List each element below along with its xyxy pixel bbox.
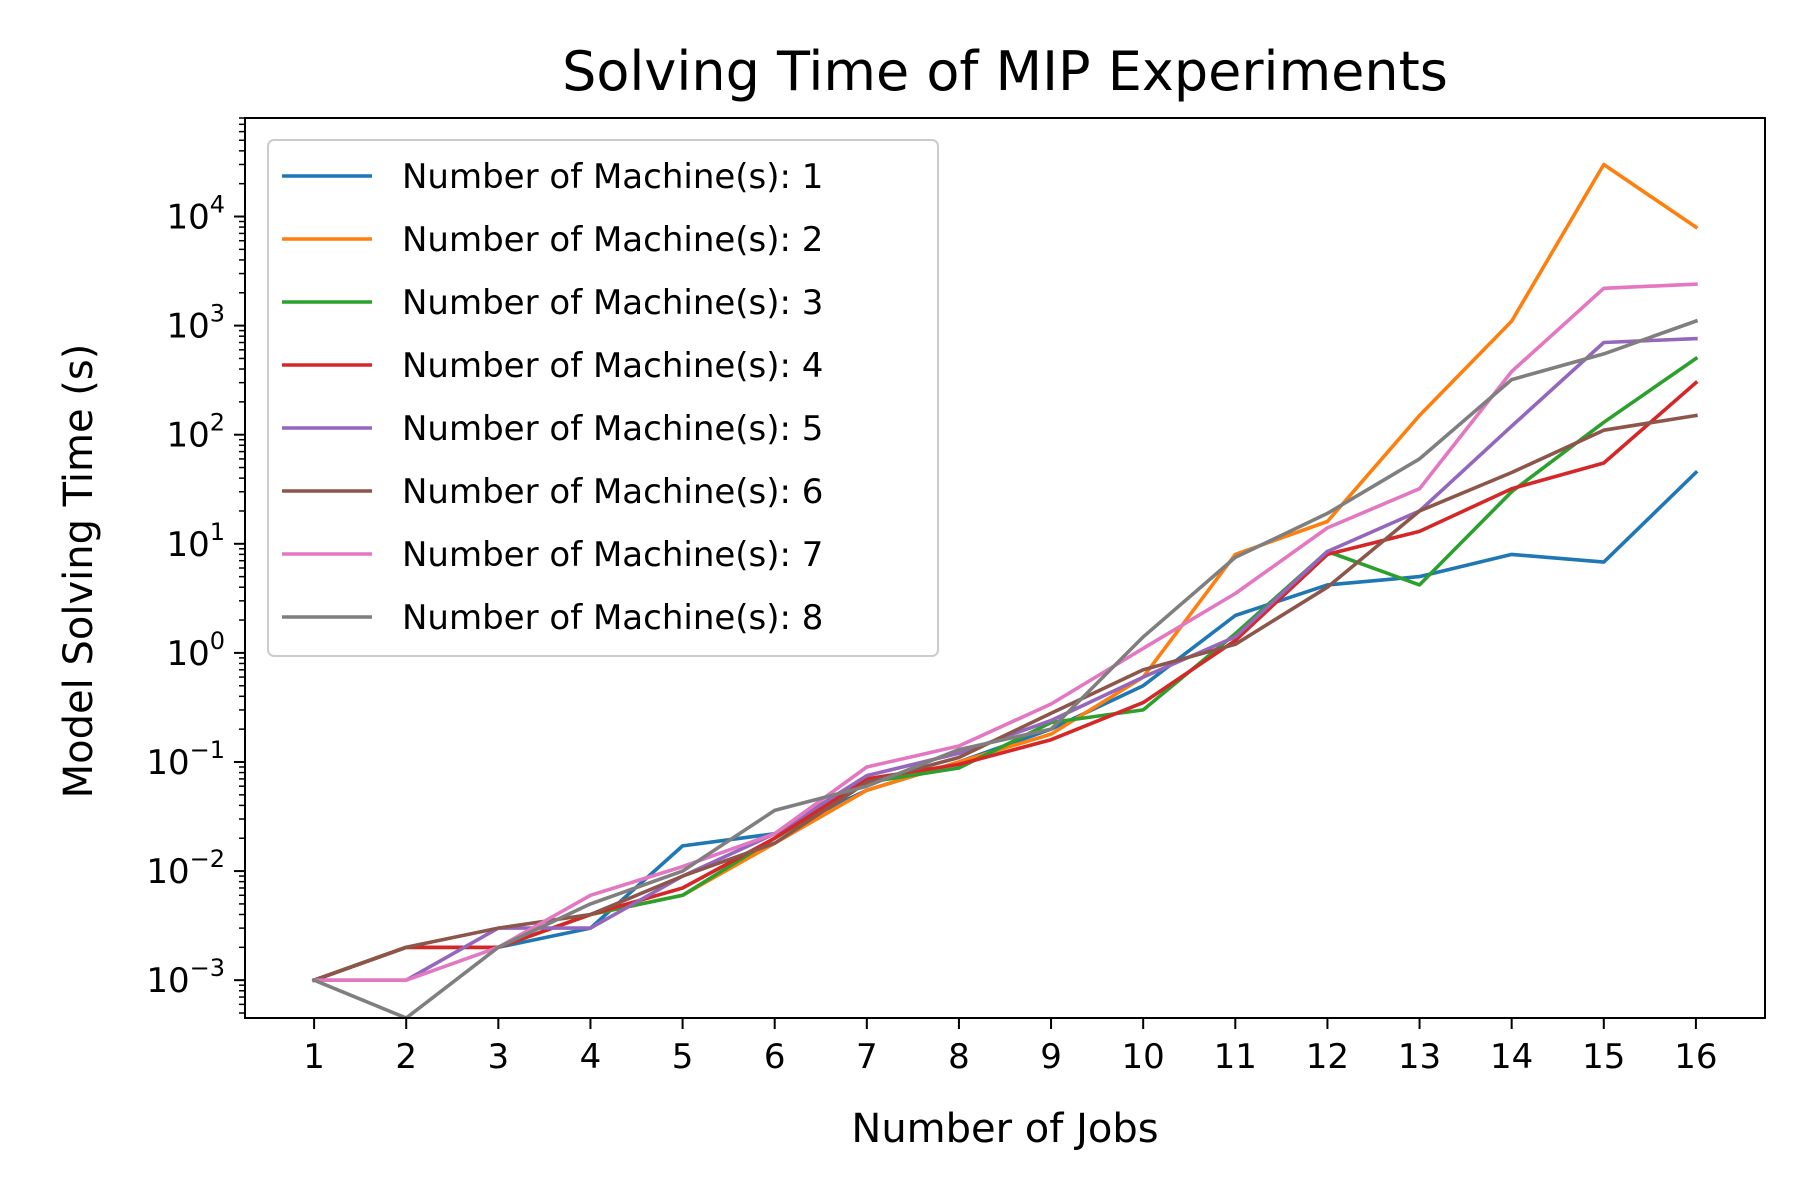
x-tick-label: 12 [1306,1037,1349,1077]
x-tick-label: 9 [1040,1037,1062,1077]
y-tick-label: 101 [166,518,225,565]
y-tick-label: 10−2 [146,845,225,892]
legend-label-4: Number of Machine(s): 4 [402,346,823,386]
y-tick-label: 102 [166,409,225,456]
x-axis-label: Number of Jobs [851,1106,1158,1152]
x-tick-label: 10 [1122,1037,1165,1077]
x-tick-label: 16 [1674,1037,1717,1077]
series-line-8 [311,318,1699,1018]
y-tick-label: 104 [166,191,225,238]
legend-label-8: Number of Machine(s): 8 [402,598,823,638]
series-line-7 [312,282,1698,983]
legend-label-6: Number of Machine(s): 6 [402,472,823,512]
y-axis-label: Model Solving Time (s) [56,344,102,799]
x-tick-label: 3 [488,1037,510,1077]
legend-label-7: Number of Machine(s): 7 [402,535,823,575]
x-tick-label: 4 [580,1037,602,1077]
y-tick-label: 10−1 [146,736,225,783]
y-tick-label: 10−3 [146,954,225,1001]
x-tick-label: 11 [1214,1037,1257,1077]
legend-label-5: Number of Machine(s): 5 [402,409,823,449]
legend-box [267,139,939,657]
x-tick-label: 2 [395,1037,417,1077]
x-tick-label: 15 [1582,1037,1625,1077]
series-lines [311,162,1699,1018]
y-tick-label: 103 [166,300,225,347]
x-tick-label: 1 [303,1037,325,1077]
x-tick-label: 6 [764,1037,786,1077]
chart-title: Solving Time of MIP Experiments [562,40,1448,103]
legend-label-1: Number of Machine(s): 1 [402,157,823,197]
x-tick-label: 13 [1398,1037,1441,1077]
legend-label-2: Number of Machine(s): 2 [402,220,823,260]
x-tick-label: 5 [672,1037,694,1077]
x-tick-label: 7 [856,1037,878,1077]
axes: 1 2 3 4 5 6 7 8 9 10 11 12 13 14 15 1610−310−210−110010… [146,117,1766,1077]
x-tick-label: 8 [948,1037,970,1077]
y-tick-label: 100 [166,627,225,674]
legend-label-3: Number of Machine(s): 3 [402,283,823,323]
legend: Number of Machine(s): 1 Number of Machine… [267,139,939,657]
series-line-4 [311,380,1699,983]
x-tick-label: 14 [1490,1037,1533,1077]
